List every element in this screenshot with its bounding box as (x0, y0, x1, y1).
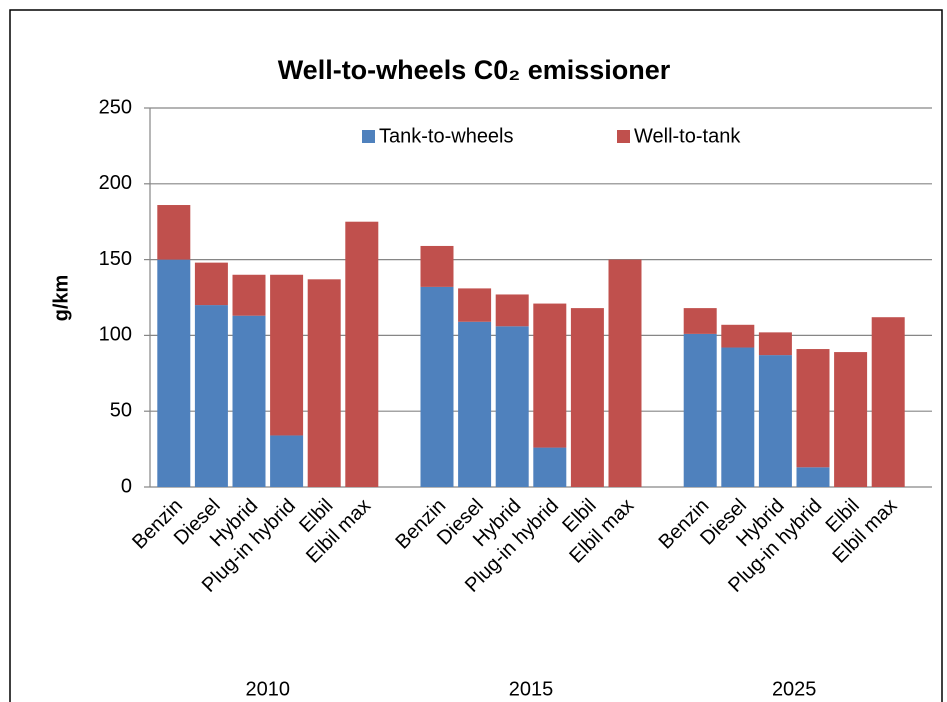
bar-segment (495, 326, 529, 487)
bar-segment (721, 347, 755, 487)
bar-segment (721, 324, 755, 348)
bar-segment (194, 262, 228, 306)
y-tick-label: 150 (99, 248, 132, 270)
legend-label: Tank-to-wheels (379, 125, 514, 147)
group-label: 2010 (246, 678, 291, 700)
bar-segment (758, 332, 792, 356)
legend-swatch (362, 130, 375, 143)
bar-segment (570, 308, 604, 487)
bar-segment (420, 286, 454, 487)
y-tick-label: 50 (110, 399, 132, 421)
bar-segment (758, 355, 792, 487)
bar-segment (270, 435, 304, 487)
bar-segment (683, 308, 717, 334)
bar-segment (458, 321, 492, 487)
y-tick-label: 100 (99, 324, 132, 346)
bar-segment (232, 274, 266, 316)
bar-segment (796, 349, 830, 468)
bar-segment (871, 317, 905, 487)
bar-segment (834, 352, 868, 487)
y-tick-label: 250 (99, 96, 132, 118)
bar-segment (157, 205, 191, 260)
bar-segment (683, 333, 717, 487)
legend-swatch (617, 130, 630, 143)
bar-segment (157, 259, 191, 487)
bar-segment (608, 259, 642, 487)
bar-segment (533, 303, 567, 448)
legend-label: Well-to-tank (634, 125, 741, 147)
bar-segment (420, 245, 454, 287)
bar-segment (232, 315, 266, 487)
bar-segment (345, 221, 379, 487)
y-tick-label: 200 (99, 172, 132, 194)
chart-title: Well-to-wheels C0₂ emissioner (278, 55, 671, 85)
group-label: 2025 (772, 678, 817, 700)
bar-segment (194, 305, 228, 487)
bar-segment (495, 294, 529, 327)
bar-segment (270, 274, 304, 436)
y-tick-label: 0 (121, 475, 132, 497)
bar-segment (307, 279, 341, 487)
y-axis-label: g/km (50, 275, 72, 322)
bar-segment (796, 467, 830, 487)
bar-segment (533, 447, 567, 487)
group-label: 2015 (509, 678, 554, 700)
bar-segment (458, 288, 492, 322)
